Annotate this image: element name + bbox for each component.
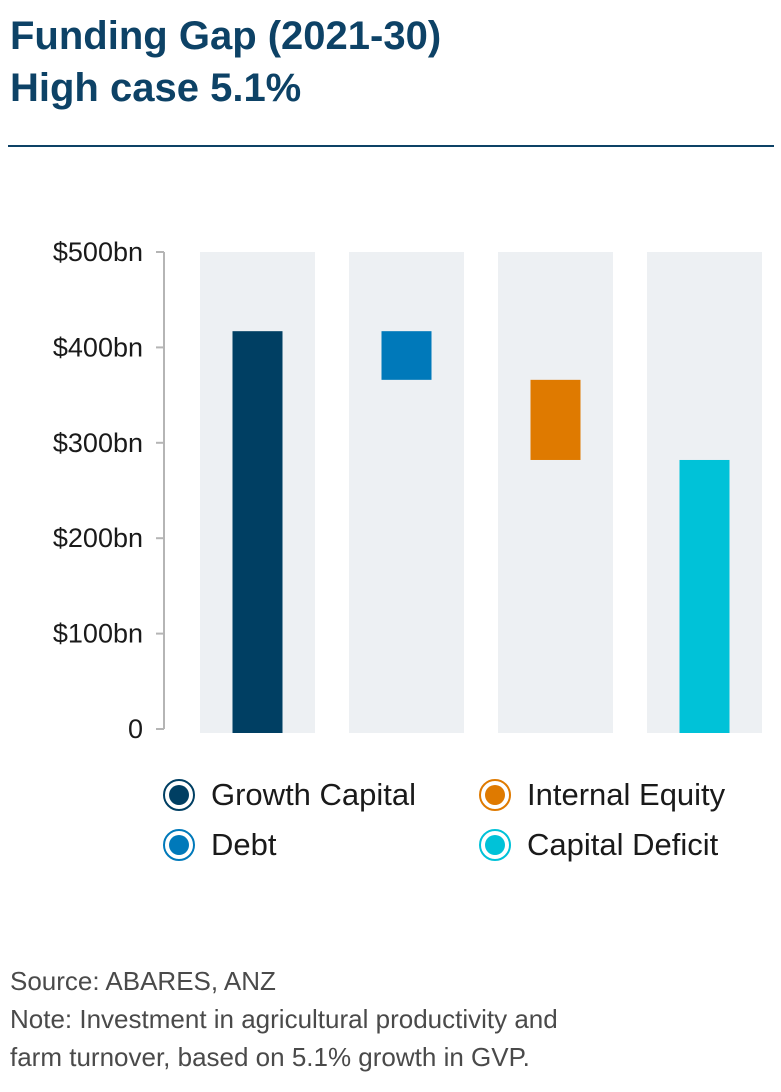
category-backgrounds xyxy=(200,252,762,733)
legend-label-debt: Debt xyxy=(211,827,277,862)
chart-footer: Source: ABARES, ANZ Note: Investment in … xyxy=(10,962,770,1076)
note-text-line-1: Note: Investment in agricultural product… xyxy=(10,1004,558,1034)
y-tick-label-200: $200bn xyxy=(53,523,143,553)
bar-internal-equity xyxy=(530,379,581,460)
legend-dot-growth-capital xyxy=(169,785,189,805)
legend-label-capital-deficit: Capital Deficit xyxy=(527,827,719,862)
source-text: Source: ABARES, ANZ xyxy=(10,966,276,996)
y-tick-label-500: $500bn xyxy=(53,237,143,267)
legend-marker-internal-equity xyxy=(479,779,511,811)
bar-debt xyxy=(381,331,432,380)
category-background-debt xyxy=(349,252,464,733)
category-background-internal-equity xyxy=(498,252,613,733)
note-text-line-2: farm turnover, based on 5.1% growth in G… xyxy=(10,1042,530,1072)
legend-marker-debt xyxy=(163,829,195,861)
bar-capital-deficit xyxy=(679,459,730,733)
legend-marker-growth-capital xyxy=(163,779,195,811)
legend-dot-capital-deficit xyxy=(485,835,505,855)
chart-title: Funding Gap (2021-30) High case 5.1% xyxy=(10,10,770,114)
legend-item-growth-capital: Growth Capital xyxy=(163,772,416,818)
title-divider xyxy=(8,145,774,147)
legend-marker-capital-deficit xyxy=(479,829,511,861)
y-tick-label-100: $100bn xyxy=(53,619,143,649)
bar-growth-capital xyxy=(232,331,283,733)
funding-gap-chart: 0 $100bn $200bn $300bn $400bn $500bn xyxy=(53,237,762,744)
legend-label-internal-equity: Internal Equity xyxy=(527,777,726,812)
bars xyxy=(232,331,730,733)
legend-item-debt: Debt xyxy=(163,822,276,868)
y-tick-label-400: $400bn xyxy=(53,332,143,362)
chart-title-line-1: Funding Gap (2021-30) xyxy=(10,14,442,58)
legend-item-capital-deficit: Capital Deficit xyxy=(479,822,718,868)
y-tick-label-0: 0 xyxy=(128,714,143,744)
y-axis: 0 $100bn $200bn $300bn $400bn $500bn xyxy=(53,237,165,744)
legend-item-internal-equity: Internal Equity xyxy=(479,772,725,818)
chart-title-line-2: High case 5.1% xyxy=(10,66,302,110)
legend-dot-internal-equity xyxy=(485,785,505,805)
legend-label-growth-capital: Growth Capital xyxy=(211,777,417,812)
chart-legend: Growth Capital Internal Equity Debt Capi… xyxy=(163,772,773,872)
y-tick-label-300: $300bn xyxy=(53,428,143,458)
legend-dot-debt xyxy=(169,835,189,855)
